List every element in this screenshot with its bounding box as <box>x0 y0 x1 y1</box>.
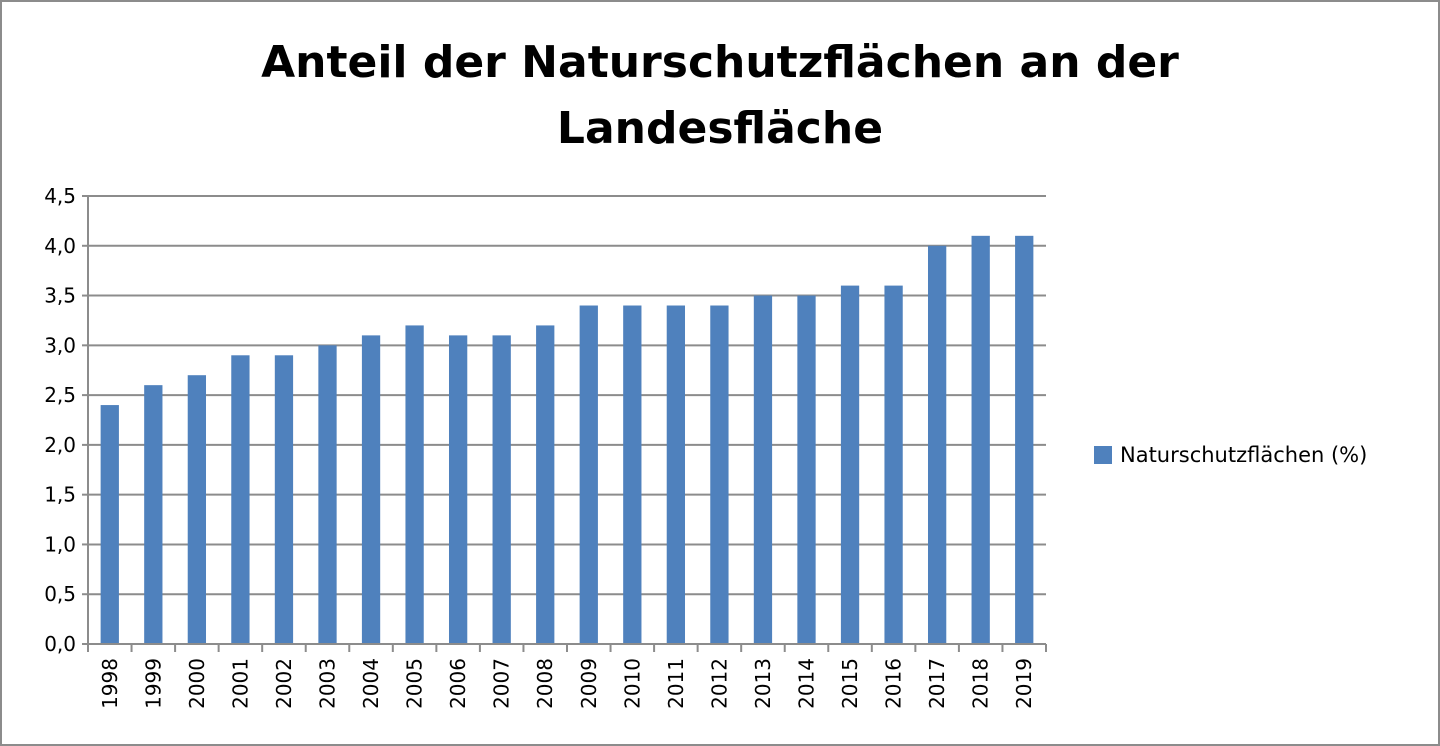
chart-title-line-2: Landesfläche <box>556 103 884 154</box>
x-tick-label-1998: 1998 <box>98 658 122 709</box>
x-tick-label-2012: 2012 <box>707 658 731 709</box>
bar-2010 <box>623 305 642 644</box>
x-tick-label-2000: 2000 <box>185 658 209 709</box>
bar-2014 <box>797 295 816 644</box>
x-tick-label-2002: 2002 <box>272 658 296 709</box>
x-tick-label-2006: 2006 <box>446 658 470 709</box>
x-tick-label-2016: 2016 <box>882 658 906 709</box>
bar-2018 <box>971 235 990 645</box>
bar-2015 <box>840 285 860 644</box>
bar-2001 <box>231 355 250 644</box>
legend-swatch <box>1094 446 1112 464</box>
x-tick-labels: 1998 1999 2000 2001 2002 2003 2004 2005 2006 2007… <box>98 658 1036 709</box>
bars <box>100 235 1034 645</box>
x-tick-label-2003: 2003 <box>316 658 340 709</box>
x-tick-label-2001: 2001 <box>228 658 252 709</box>
y-tick-label: 3,0 <box>44 333 76 357</box>
bar-2002 <box>274 355 294 644</box>
bar-2004 <box>361 335 381 644</box>
bar-2006 <box>448 335 468 644</box>
y-tick-label: 4,0 <box>44 234 76 258</box>
bar-2000 <box>187 375 207 644</box>
y-tick-label: 1,0 <box>44 532 76 556</box>
legend-label: Naturschutzflächen (%) <box>1120 443 1368 467</box>
bar-2019 <box>1015 235 1034 645</box>
bar-1999 <box>144 385 163 644</box>
x-tick-label-2017: 2017 <box>925 658 949 709</box>
y-tick-label: 2,5 <box>44 383 76 407</box>
chart-title: Anteil der Naturschutzflächen an der Lan… <box>0 30 1440 162</box>
x-tick-label-2015: 2015 <box>838 658 862 709</box>
x-tick-label-2018: 2018 <box>969 658 993 709</box>
bar-2005 <box>405 325 424 644</box>
y-tick-labels: 0,0 0,5 1,0 1,5 2,0 2,5 3,0 3,5 4,0 4,5 <box>44 184 76 656</box>
x-tick-label-2014: 2014 <box>795 658 819 709</box>
bar-2003 <box>318 345 337 644</box>
x-tick-label-2007: 2007 <box>490 658 514 709</box>
x-tick-label-2013: 2013 <box>751 658 775 709</box>
bar-2007 <box>492 335 511 644</box>
y-tick-label: 4,5 <box>44 184 76 208</box>
bar-2008 <box>536 325 555 644</box>
bar-2013 <box>753 295 773 644</box>
y-tick-label: 3,5 <box>44 284 76 308</box>
x-tick-label-2019: 2019 <box>1012 658 1036 709</box>
x-tick-label-2005: 2005 <box>403 658 427 709</box>
bar-2012 <box>710 305 729 644</box>
bar-2016 <box>884 285 903 644</box>
x-tick-label-2009: 2009 <box>577 658 601 709</box>
x-tick-label-2004: 2004 <box>359 658 383 709</box>
y-tick-label: 0,5 <box>44 582 76 606</box>
chart-title-line-1: Anteil der Naturschutzflächen an der <box>261 37 1179 88</box>
x-tick-label-2010: 2010 <box>620 658 644 709</box>
bar-2017 <box>927 245 947 644</box>
bar-1998 <box>100 405 119 644</box>
bar-2009 <box>579 305 598 644</box>
axes <box>82 195 1047 652</box>
y-tick-label: 2,0 <box>44 433 76 457</box>
y-tick-label: 0,0 <box>44 632 76 656</box>
bar-2011 <box>666 305 686 644</box>
legend: Naturschutzflächen (%) <box>1094 440 1367 470</box>
x-tick-label-1999: 1999 <box>141 658 165 709</box>
x-tick-label-2008: 2008 <box>533 658 557 709</box>
x-tick-label-2011: 2011 <box>664 658 688 709</box>
y-tick-label: 1,5 <box>44 483 76 507</box>
